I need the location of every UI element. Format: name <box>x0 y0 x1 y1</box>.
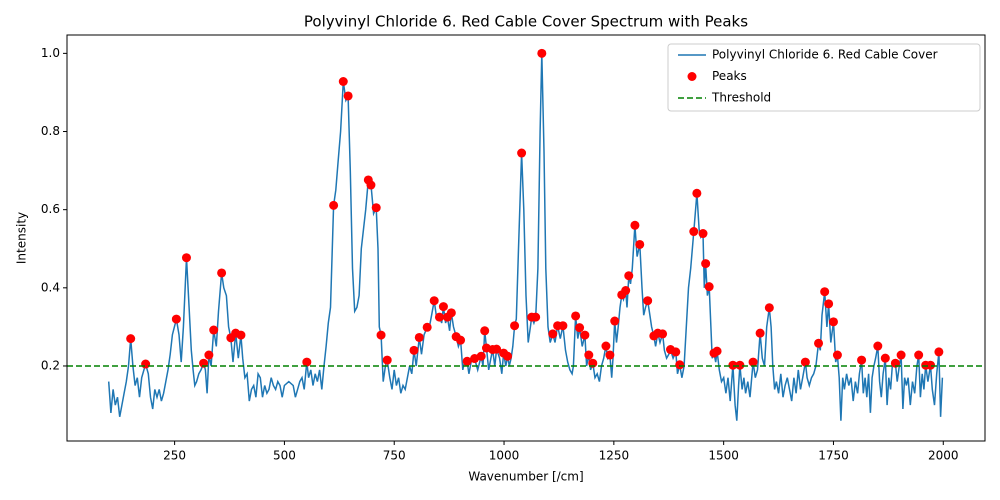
peak-point <box>658 329 668 339</box>
peak-point <box>181 253 191 263</box>
peak-point <box>571 311 581 321</box>
peak-point <box>820 287 830 297</box>
peak-point <box>422 322 432 332</box>
peak-point <box>689 227 699 237</box>
peak-point <box>480 326 490 336</box>
peak-point <box>338 77 348 87</box>
legend-symbol <box>687 72 697 81</box>
peak-point <box>755 328 765 338</box>
peak-point <box>343 91 353 101</box>
peak-point <box>141 359 151 369</box>
peak-point <box>531 312 541 322</box>
peak-point <box>537 48 547 58</box>
legend-label: Polyvinyl Chloride 6. Red Cable Cover <box>712 48 938 62</box>
peak-point <box>382 355 392 365</box>
peak-point <box>635 239 645 249</box>
peak-point <box>800 357 810 367</box>
x-tick-label: 1000 <box>489 449 520 463</box>
peak-point <box>446 308 456 318</box>
peak-point <box>630 220 640 230</box>
y-tick-label: 0.8 <box>41 124 60 138</box>
peak-point <box>764 303 774 313</box>
peak-point <box>914 350 924 360</box>
peak-point <box>209 325 219 335</box>
peak-point <box>692 188 702 198</box>
y-tick-label: 1.0 <box>41 46 60 60</box>
legend-box <box>667 43 981 112</box>
peak-point <box>575 323 585 333</box>
peak-point <box>302 357 312 367</box>
peak-point <box>624 271 634 281</box>
peak-point <box>126 334 136 344</box>
peak-point <box>701 259 711 269</box>
legend-label: Threshold <box>711 91 771 105</box>
plot-frame <box>66 34 986 442</box>
peak-point <box>926 360 936 370</box>
y-tick-label: 0.4 <box>41 280 60 294</box>
peak-point <box>873 341 883 351</box>
peak-point <box>704 282 714 292</box>
x-tick-label: 250 <box>163 449 186 463</box>
peak-point <box>503 351 513 361</box>
x-tick-label: 1750 <box>818 449 849 463</box>
peak-point <box>476 351 486 361</box>
peak-point <box>712 346 722 356</box>
peak-point <box>366 180 376 190</box>
peak-point <box>492 344 502 354</box>
legend-label: Peaks <box>712 69 747 83</box>
x-tick-label: 2000 <box>928 449 959 463</box>
peak-point <box>934 347 944 357</box>
y-tick-label: 0.6 <box>41 202 60 216</box>
peak-point <box>896 350 906 360</box>
y-axis-label: Intensity <box>15 212 29 264</box>
peak-point <box>643 296 653 306</box>
peak-point <box>735 360 745 370</box>
peak-point <box>409 345 419 355</box>
peak-point <box>828 317 838 327</box>
peak-point <box>605 350 615 360</box>
x-tick-label: 500 <box>273 449 296 463</box>
x-axis-label: Wavenumber [/cm] <box>468 470 583 484</box>
peak-point <box>510 321 520 331</box>
peak-point <box>204 350 214 360</box>
peak-point <box>675 360 685 370</box>
peak-point <box>456 335 466 345</box>
peak-point <box>171 314 181 324</box>
peak-point <box>429 296 439 306</box>
peak-point <box>434 312 444 322</box>
peak-point <box>880 353 890 363</box>
x-tick-label: 750 <box>383 449 406 463</box>
peak-point <box>601 341 611 351</box>
peak-point <box>371 203 381 213</box>
peak-point <box>857 355 867 365</box>
peak-point <box>610 316 620 326</box>
peak-point <box>414 332 424 342</box>
spectrum-line <box>107 53 944 421</box>
peak-point <box>376 330 386 340</box>
peak-point <box>698 229 708 239</box>
peak-point <box>832 350 842 360</box>
peak-point <box>558 321 568 331</box>
x-tick-label: 1250 <box>599 449 630 463</box>
x-tick-label: 1500 <box>708 449 739 463</box>
peak-point <box>728 360 738 370</box>
chart-title: Polyvinyl Chloride 6. Red Cable Cover Sp… <box>304 13 748 31</box>
peak-point <box>814 338 824 348</box>
peak-point <box>584 350 594 360</box>
peak-point <box>236 330 246 340</box>
peak-point <box>438 302 448 312</box>
peak-point <box>580 330 590 340</box>
peak-point <box>548 329 558 339</box>
peak-point <box>462 356 472 366</box>
peak-point <box>824 299 834 309</box>
peak-point <box>671 347 681 357</box>
peak-point <box>748 357 758 367</box>
peak-point <box>621 286 631 296</box>
y-tick-label: 0.2 <box>41 358 60 372</box>
peak-point <box>329 200 339 210</box>
peak-point <box>217 268 227 278</box>
peak-point <box>517 148 527 158</box>
